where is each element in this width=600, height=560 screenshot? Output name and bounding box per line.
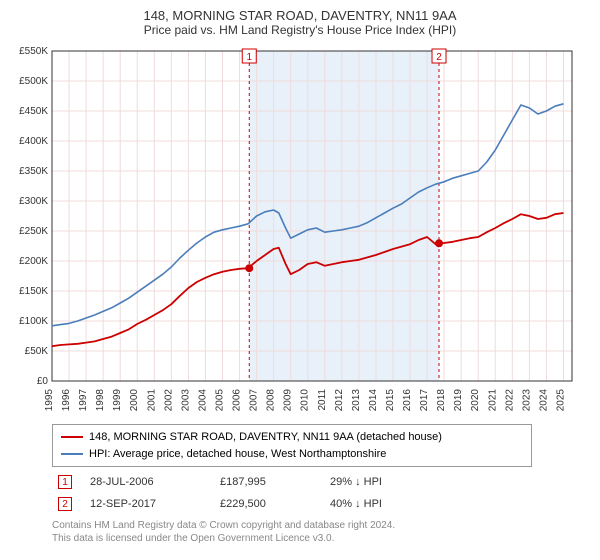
- svg-text:£550K: £550K: [19, 46, 48, 57]
- svg-text:2017: 2017: [419, 389, 430, 412]
- legend-row-hpi: HPI: Average price, detached house, West…: [61, 446, 523, 463]
- svg-text:2013: 2013: [351, 389, 362, 412]
- svg-text:2022: 2022: [504, 389, 515, 412]
- svg-text:£200K: £200K: [19, 256, 48, 267]
- svg-text:2011: 2011: [317, 389, 328, 411]
- svg-text:2021: 2021: [487, 389, 498, 412]
- chart-svg: £0 £50K £100K £150K £200K £250K £300K £350K £400…: [10, 43, 590, 413]
- svg-text:2018: 2018: [436, 389, 447, 412]
- svg-text:£50K: £50K: [25, 346, 49, 357]
- svg-text:1996: 1996: [61, 389, 72, 412]
- svg-text:£450K: £450K: [19, 106, 48, 117]
- svg-text:2015: 2015: [385, 389, 396, 412]
- svg-text:2: 2: [436, 52, 442, 63]
- svg-text:2016: 2016: [402, 389, 413, 412]
- svg-text:2007: 2007: [249, 389, 260, 412]
- sale-date: 12-SEP-2017: [84, 493, 214, 515]
- table-row: 2 12-SEP-2017 £229,500 40% ↓ HPI: [52, 493, 532, 515]
- sale-price: £187,995: [214, 471, 324, 493]
- table-row: 1 28-JUL-2006 £187,995 29% ↓ HPI: [52, 471, 532, 493]
- svg-text:£100K: £100K: [19, 316, 48, 327]
- svg-text:2001: 2001: [146, 389, 157, 412]
- svg-text:2025: 2025: [555, 389, 566, 412]
- legend-swatch-property: [61, 436, 83, 438]
- legend-row-property: 148, MORNING STAR ROAD, DAVENTRY, NN11 9…: [61, 429, 523, 446]
- legend-label-property: 148, MORNING STAR ROAD, DAVENTRY, NN11 9…: [89, 429, 442, 446]
- svg-text:£400K: £400K: [19, 136, 48, 147]
- svg-text:2003: 2003: [180, 389, 191, 412]
- legend: 148, MORNING STAR ROAD, DAVENTRY, NN11 9…: [52, 424, 532, 467]
- svg-text:£150K: £150K: [19, 286, 48, 297]
- svg-text:2008: 2008: [266, 389, 277, 412]
- svg-text:2023: 2023: [521, 389, 532, 412]
- svg-text:1: 1: [246, 52, 252, 63]
- svg-text:2014: 2014: [368, 389, 379, 412]
- svg-text:2005: 2005: [214, 389, 225, 412]
- footnote-line: This data is licensed under the Open Gov…: [52, 532, 590, 545]
- svg-text:2009: 2009: [283, 389, 294, 412]
- svg-text:2024: 2024: [538, 389, 549, 412]
- svg-text:1999: 1999: [112, 389, 123, 412]
- sale-date: 28-JUL-2006: [84, 471, 214, 493]
- page-subtitle: Price paid vs. HM Land Registry's House …: [10, 23, 590, 37]
- sales-table: 1 28-JUL-2006 £187,995 29% ↓ HPI 2 12-SE…: [52, 471, 532, 515]
- svg-text:1998: 1998: [95, 389, 106, 412]
- legend-swatch-hpi: [61, 453, 83, 455]
- svg-text:£500K: £500K: [19, 76, 48, 87]
- svg-text:2010: 2010: [300, 389, 311, 412]
- sale-marker-2: 2: [58, 497, 72, 511]
- svg-text:2020: 2020: [470, 389, 481, 412]
- footnote-line: Contains HM Land Registry data © Crown c…: [52, 519, 590, 532]
- svg-text:£250K: £250K: [19, 226, 48, 237]
- sale-marker-1: 1: [58, 475, 72, 489]
- sale-delta: 40% ↓ HPI: [324, 493, 532, 515]
- svg-text:£350K: £350K: [19, 166, 48, 177]
- svg-text:2006: 2006: [232, 389, 243, 412]
- price-chart: £0 £50K £100K £150K £200K £250K £300K £350K £400…: [10, 43, 590, 418]
- svg-text:2019: 2019: [453, 389, 464, 412]
- svg-text:2000: 2000: [129, 389, 140, 412]
- page-title: 148, MORNING STAR ROAD, DAVENTRY, NN11 9…: [10, 8, 590, 23]
- svg-text:2004: 2004: [197, 389, 208, 412]
- svg-text:£0: £0: [37, 376, 49, 387]
- svg-text:£300K: £300K: [19, 196, 48, 207]
- sale-price: £229,500: [214, 493, 324, 515]
- svg-text:1995: 1995: [44, 389, 55, 412]
- sale-delta: 29% ↓ HPI: [324, 471, 532, 493]
- footnote: Contains HM Land Registry data © Crown c…: [52, 519, 590, 545]
- svg-text:2012: 2012: [334, 389, 345, 412]
- legend-label-hpi: HPI: Average price, detached house, West…: [89, 446, 386, 463]
- svg-text:2002: 2002: [163, 389, 174, 412]
- svg-text:1997: 1997: [78, 389, 89, 412]
